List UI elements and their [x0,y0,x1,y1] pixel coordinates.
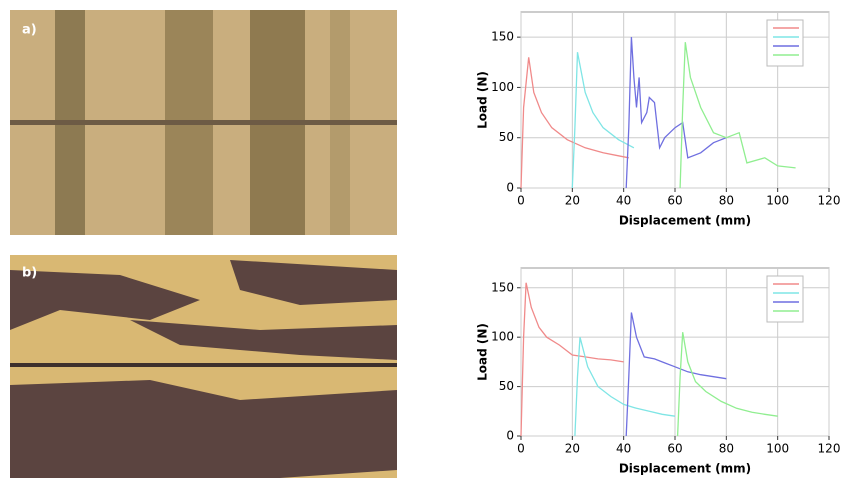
y-tick-label: 100 [491,330,514,344]
x-tick-label: 80 [719,442,734,456]
x-tick-label: 100 [766,194,789,208]
legend [766,19,804,67]
y-axis-label: Load (N) [476,323,490,381]
y-tick-label: 100 [491,80,514,94]
data-line [520,57,629,189]
panel-label: a) [22,23,37,38]
y-axis-label: Load (N) [476,71,490,129]
panel-label: b) [22,266,37,281]
y-tick-label: 50 [499,130,514,144]
photo-a [10,10,397,235]
data-line [679,42,796,189]
x-tick-label: 60 [667,442,682,456]
legend [766,275,804,323]
x-tick-label: 40 [616,194,631,208]
data-line [625,312,727,437]
data-line [676,332,778,437]
y-tick-label: 150 [491,280,514,294]
x-axis-label: Displacement (mm) [619,214,751,228]
y-tick-label: 0 [506,429,514,443]
x-tick-label: 20 [565,194,580,208]
data-line [625,37,727,189]
x-tick-label: 0 [517,194,525,208]
x-tick-label: 60 [667,194,682,208]
x-tick-label: 120 [818,442,841,456]
y-tick-label: 150 [491,30,514,44]
data-line [571,52,635,189]
x-tick-label: 0 [517,442,525,456]
x-tick-label: 40 [616,442,631,456]
x-tick-label: 120 [818,194,841,208]
photo-b [10,255,397,478]
x-tick-label: 100 [766,442,789,456]
x-tick-label: 80 [719,194,734,208]
y-tick-label: 50 [499,379,514,393]
data-line [520,282,624,437]
y-tick-label: 0 [506,181,514,195]
x-axis-label: Displacement (mm) [619,462,751,476]
x-tick-label: 20 [565,442,580,456]
data-line [574,337,676,437]
